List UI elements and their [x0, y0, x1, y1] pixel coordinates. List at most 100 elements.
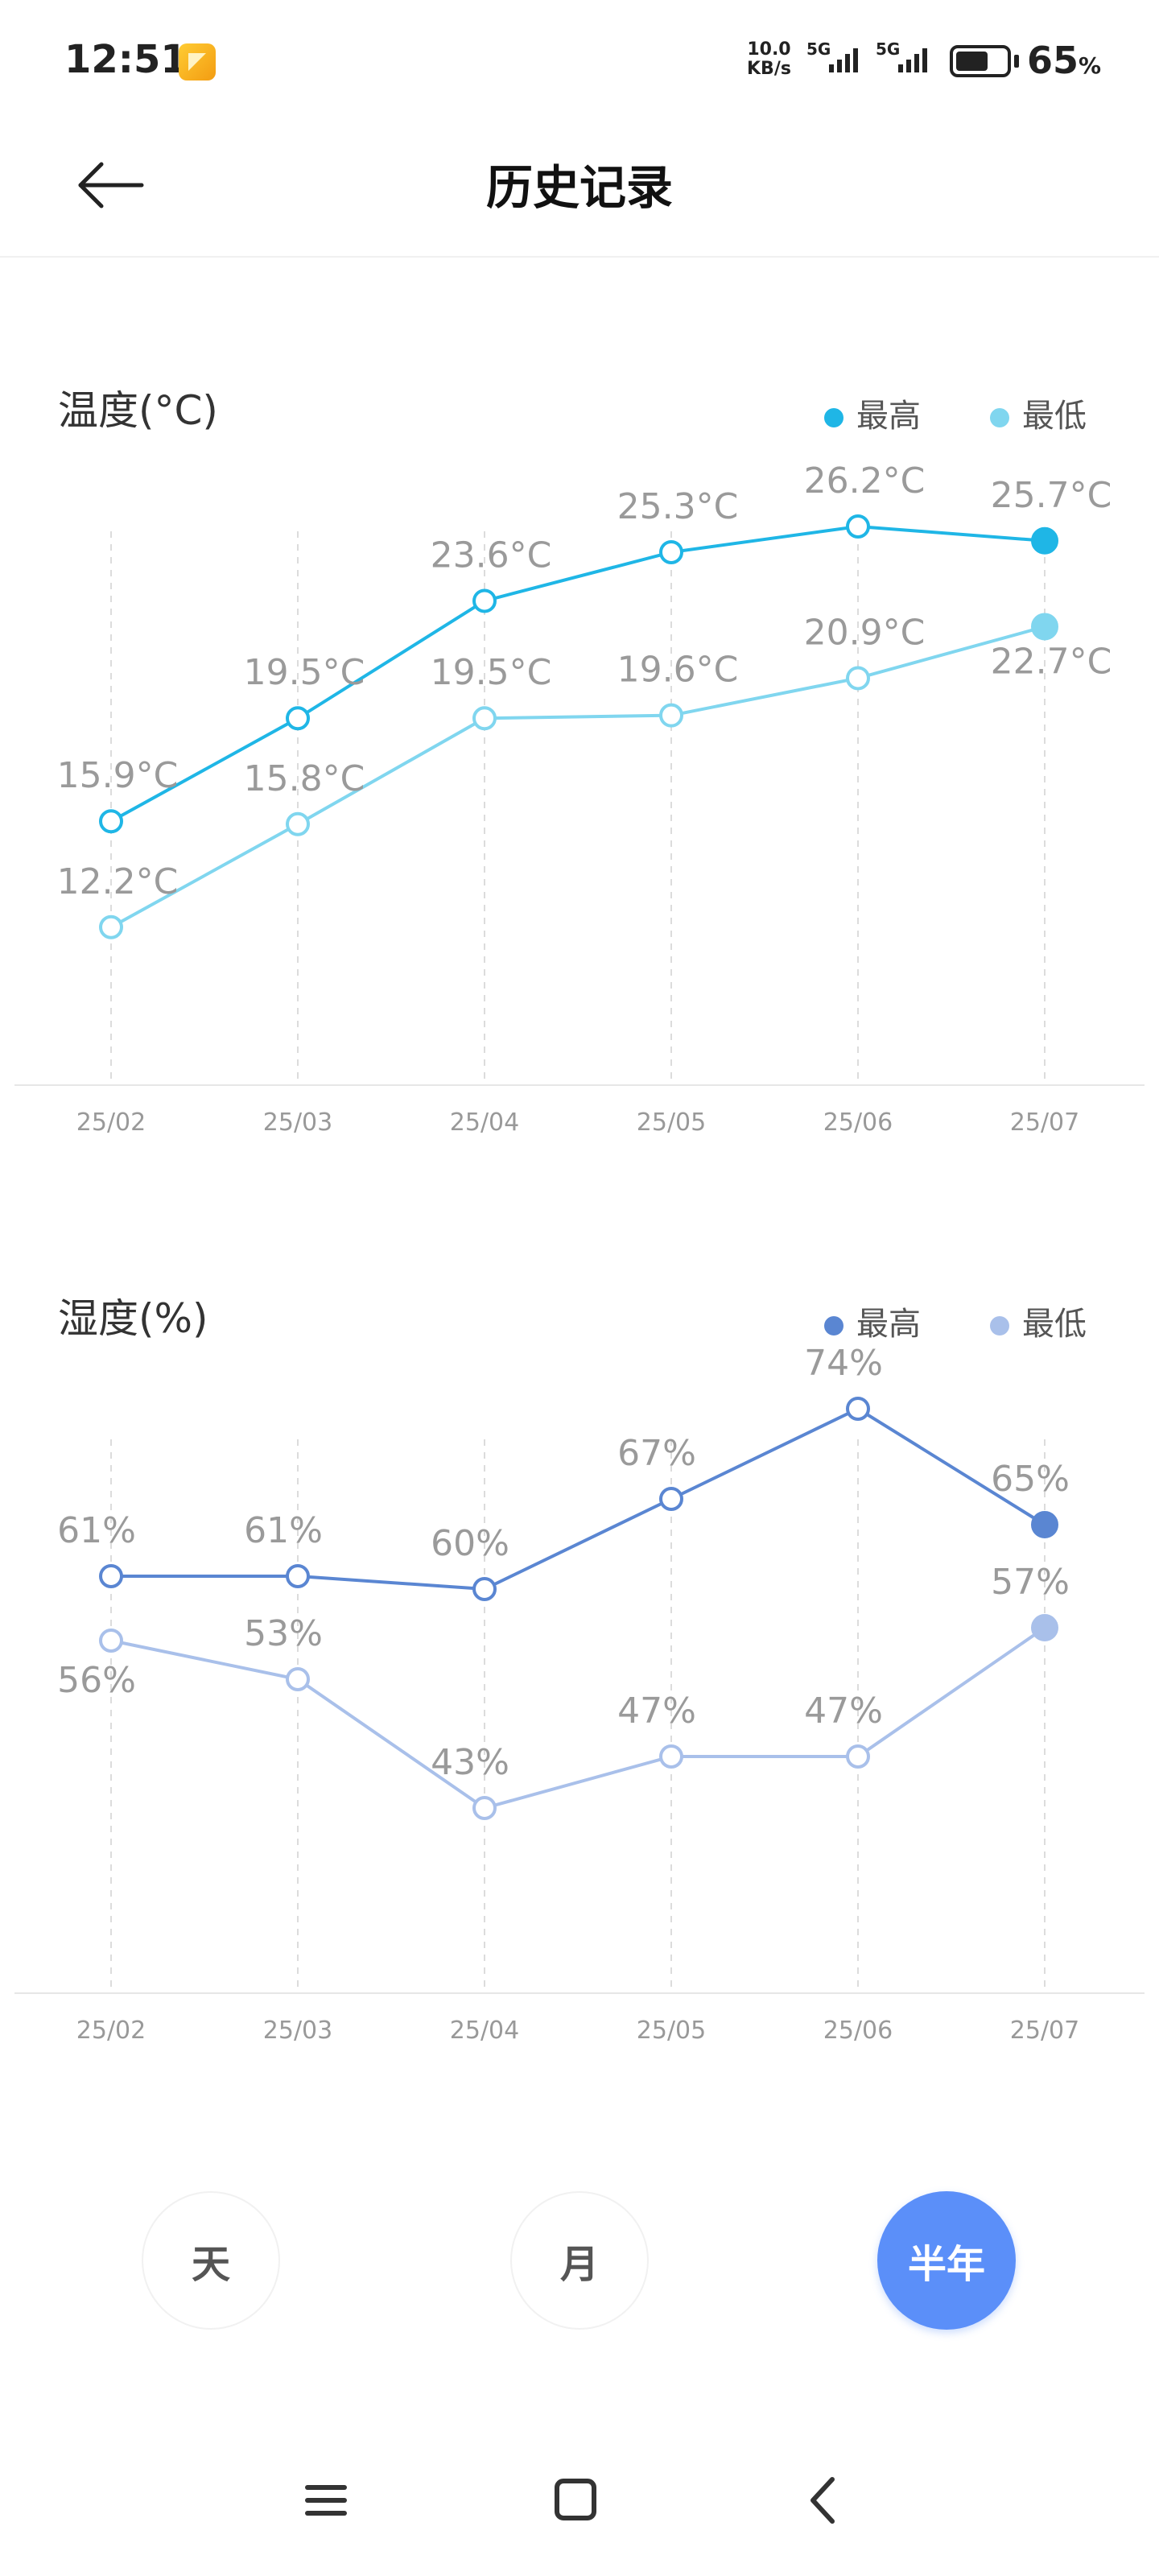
temp-series-1-data-label: 12.2°C: [57, 861, 179, 902]
hum-series-0-point: [472, 1577, 497, 1601]
temp-series-1-data-label: 22.7°C: [991, 641, 1112, 682]
hum-series-0-data-label: 61%: [57, 1510, 136, 1551]
hum-tick-label: 25/05: [637, 2017, 706, 2045]
hum-series-0-data-label: 65%: [991, 1459, 1070, 1500]
temp-series-0-data-label: 25.7°C: [991, 475, 1112, 516]
temp-series-1-point: [659, 703, 683, 728]
hum-series-1-point: [1031, 1614, 1058, 1641]
hum-series-1-point: [659, 1744, 683, 1769]
hum-series-0-point: [286, 1564, 310, 1588]
battery-tip: [1014, 55, 1019, 68]
nav-back-button[interactable]: [789, 2463, 861, 2536]
battery-percent: 65%: [1027, 39, 1101, 82]
legend-dot-temp-high: [824, 408, 843, 427]
legend-dot-temp-low: [990, 408, 1009, 427]
humidity-chart: 湿度(%) 最高 最低 25/02 25/03 25/04 25/05 25/06 25/…: [0, 1262, 1159, 2051]
hum-series-1-data-label: 43%: [431, 1742, 509, 1783]
signal-5g-2-icon: 5G: [876, 40, 927, 72]
temp-series-0-data-label: 23.6°C: [431, 535, 552, 576]
temp-series-0-point: [286, 706, 310, 731]
temp-series-0-point: [472, 588, 497, 613]
legend-label-temp-high: 最高: [856, 398, 921, 435]
hum-series-0-point: [1031, 1511, 1058, 1538]
hum-series-1-data-label: 47%: [804, 1690, 883, 1732]
battery-percent-value: 65: [1027, 39, 1079, 82]
temp-series-1-data-label: 20.9°C: [804, 612, 926, 653]
temp-series-0-data-label: 15.9°C: [57, 755, 179, 796]
hum-series-1-point: [846, 1744, 870, 1769]
temp-tick-label: 25/02: [76, 1108, 146, 1137]
temp-series-1-data-label: 15.8°C: [244, 758, 365, 799]
network-speed-value: 10.0: [747, 39, 791, 60]
notes-app-icon: [179, 43, 216, 80]
nav-menu-button[interactable]: [290, 2463, 362, 2536]
hum-series-1-point: [286, 1667, 310, 1691]
legend-item-temp-high: 最高: [824, 390, 921, 436]
legend-label-hum-high: 最高: [856, 1306, 921, 1343]
temp-series-1-point: [846, 666, 870, 691]
nav-home-button[interactable]: [539, 2463, 612, 2536]
temperature-chart: 温度(°C) 最高 最低 25/02 25/03 25/04 25/05 25/06 25…: [0, 354, 1159, 1143]
legend-label-temp-low: 最低: [1022, 398, 1087, 435]
temp-series-0-line: [110, 524, 1046, 823]
menu-icon: [305, 2485, 347, 2516]
temp-series-0-point: [1031, 526, 1058, 555]
legend-item-hum-low: 最低: [990, 1298, 1087, 1344]
legend-item-temp-low: 最低: [990, 390, 1087, 436]
temp-series-1-point: [286, 811, 310, 836]
home-icon: [555, 2479, 596, 2520]
temp-tick-label: 25/03: [263, 1108, 332, 1137]
hum-series-0-point: [659, 1487, 683, 1511]
clock: 12:51: [64, 37, 188, 82]
hum-series-0-data-label: 60%: [431, 1523, 509, 1564]
legend-label-hum-low: 最低: [1022, 1306, 1087, 1343]
hum-series-1-point: [99, 1629, 123, 1653]
hum-tick-label: 25/02: [76, 2017, 146, 2045]
app-header: 历史记录: [0, 121, 1159, 258]
period-month-button[interactable]: 月: [510, 2191, 649, 2330]
period-day-button[interactable]: 天: [142, 2191, 280, 2330]
hum-series-1-data-label: 56%: [57, 1660, 136, 1701]
hum-tick-label: 25/04: [450, 2017, 519, 2045]
temp-series-0-data-label: 25.3°C: [617, 486, 739, 527]
hum-series-1-line: [110, 1626, 1046, 1810]
period-half-year-button[interactable]: 半年: [877, 2191, 1016, 2330]
temp-tick-label: 25/07: [1010, 1108, 1079, 1137]
signal-5g-1-icon: 5G: [806, 40, 858, 72]
status-bar: 12:51 10.0 KB/s 5G 5G 65%: [0, 0, 1159, 121]
temp-series-0-data-label: 19.5°C: [244, 652, 365, 693]
temp-series-0-point: [659, 540, 683, 564]
battery-level: [956, 52, 988, 71]
temp-series-1-point: [472, 706, 497, 731]
back-chevron-icon: [810, 2477, 835, 2524]
temp-tick-label: 25/04: [450, 1108, 519, 1137]
legend-item-hum-high: 最高: [824, 1298, 921, 1344]
hum-series-1-data-label: 47%: [617, 1690, 696, 1732]
temperature-plot: 25/02 25/03 25/04 25/05 25/06 25/07 15.9°C 19.5…: [14, 460, 1145, 1137]
temperature-chart-title: 温度(°C): [58, 387, 218, 434]
legend-dot-hum-high: [824, 1316, 843, 1335]
humidity-plot: 25/02 25/03 25/04 25/05 25/06 25/07 61% 61% 60% 6…: [14, 1343, 1145, 2045]
page-title: 历史记录: [485, 160, 673, 215]
battery-percent-unit: %: [1079, 52, 1102, 79]
back-button[interactable]: [72, 153, 153, 217]
hum-tick-label: 25/06: [823, 2017, 893, 2045]
signal-2-label: 5G: [876, 40, 900, 59]
signal-1-label: 5G: [806, 40, 831, 59]
hum-series-0-point: [99, 1564, 123, 1588]
temp-series-1-data-label: 19.5°C: [431, 652, 552, 693]
battery-icon: [950, 45, 1011, 77]
hum-series-0-data-label: 61%: [244, 1510, 323, 1551]
network-speed: 10.0 KB/s: [747, 40, 791, 79]
hum-series-0-point: [846, 1397, 870, 1421]
hum-series-0-data-label: 67%: [617, 1433, 696, 1474]
legend-dot-hum-low: [990, 1316, 1009, 1335]
hum-series-0-data-label: 74%: [804, 1343, 883, 1384]
hum-tick-label: 25/03: [263, 2017, 332, 2045]
arrow-left-icon: [78, 162, 144, 208]
network-speed-unit: KB/s: [747, 59, 791, 79]
hum-tick-label: 25/07: [1010, 2017, 1079, 2045]
humidity-chart-title: 湿度(%): [58, 1295, 208, 1342]
hum-series-1-point: [472, 1796, 497, 1820]
hum-series-1-data-label: 53%: [244, 1613, 323, 1654]
